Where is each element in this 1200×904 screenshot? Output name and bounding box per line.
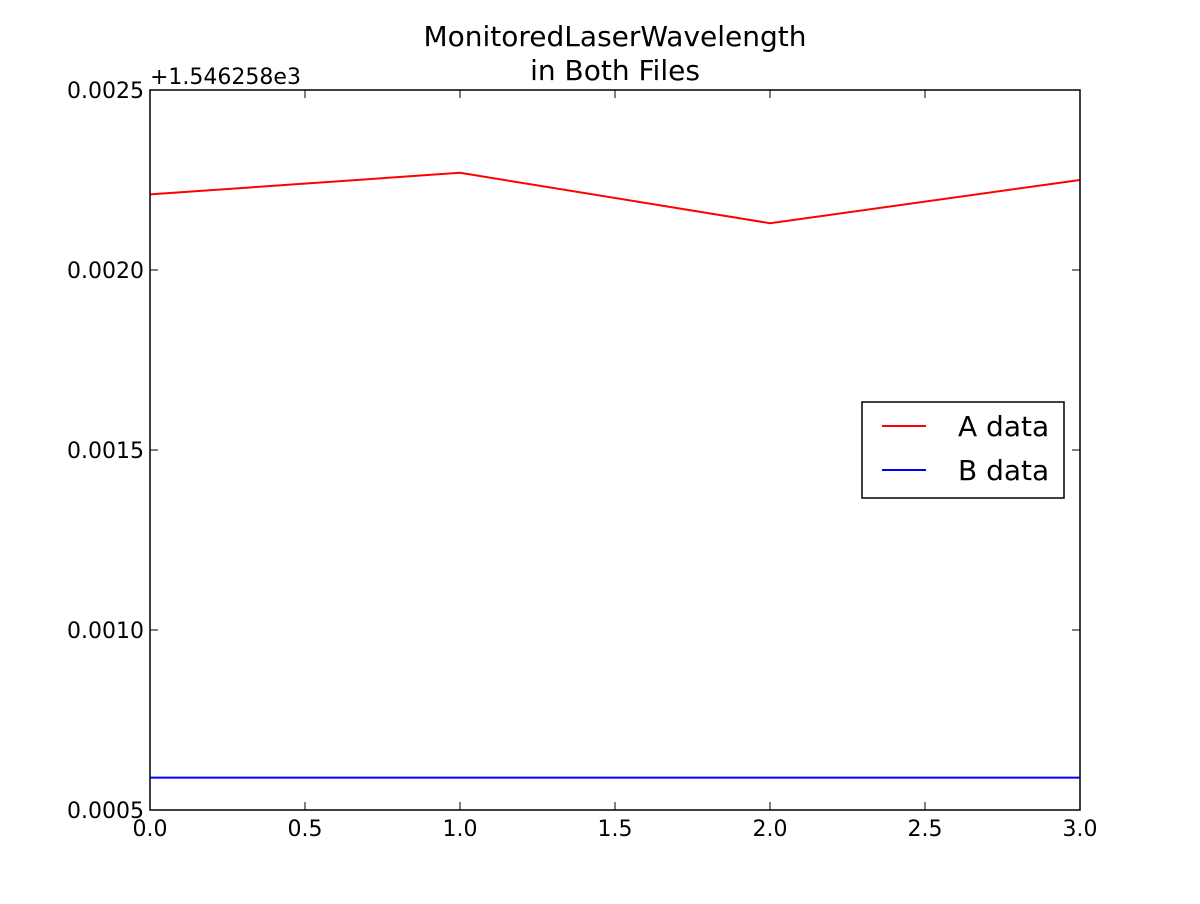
chart-title-line-1: MonitoredLaserWavelength xyxy=(423,20,806,53)
x-tick-label: 1.0 xyxy=(443,817,478,842)
y-axis-offset-label: +1.546258e3 xyxy=(150,65,301,90)
y-axis-ticks: 0.0005 0.0010 0.0015 0.0020 0.0025 xyxy=(67,79,1080,824)
legend-label-a-data: A data xyxy=(958,410,1049,443)
series-layer xyxy=(149,171,1081,779)
x-tick-label: 0.0 xyxy=(133,817,168,842)
x-axis-ticks: 0.0 0.5 1.0 1.5 2.0 2.5 3.0 xyxy=(133,90,1098,842)
legend-label-b-data: B data xyxy=(958,454,1049,487)
x-tick-label: 2.5 xyxy=(908,817,943,842)
y-tick-label: 0.0025 xyxy=(67,79,144,104)
x-tick-label: 0.5 xyxy=(288,817,323,842)
chart-title-line-2: in Both Files xyxy=(530,54,700,87)
x-tick-label: 1.5 xyxy=(598,817,633,842)
series-line-a-data xyxy=(149,171,1081,225)
x-tick-label: 3.0 xyxy=(1063,817,1098,842)
y-tick-label: 0.0010 xyxy=(67,619,144,644)
legend: A data B data xyxy=(861,401,1065,499)
y-tick-label: 0.0020 xyxy=(67,259,144,284)
y-tick-label: 0.0015 xyxy=(67,439,144,464)
legend-frame xyxy=(861,401,1065,499)
y-tick-label: 0.0005 xyxy=(67,799,144,824)
x-tick-label: 2.0 xyxy=(753,817,788,842)
